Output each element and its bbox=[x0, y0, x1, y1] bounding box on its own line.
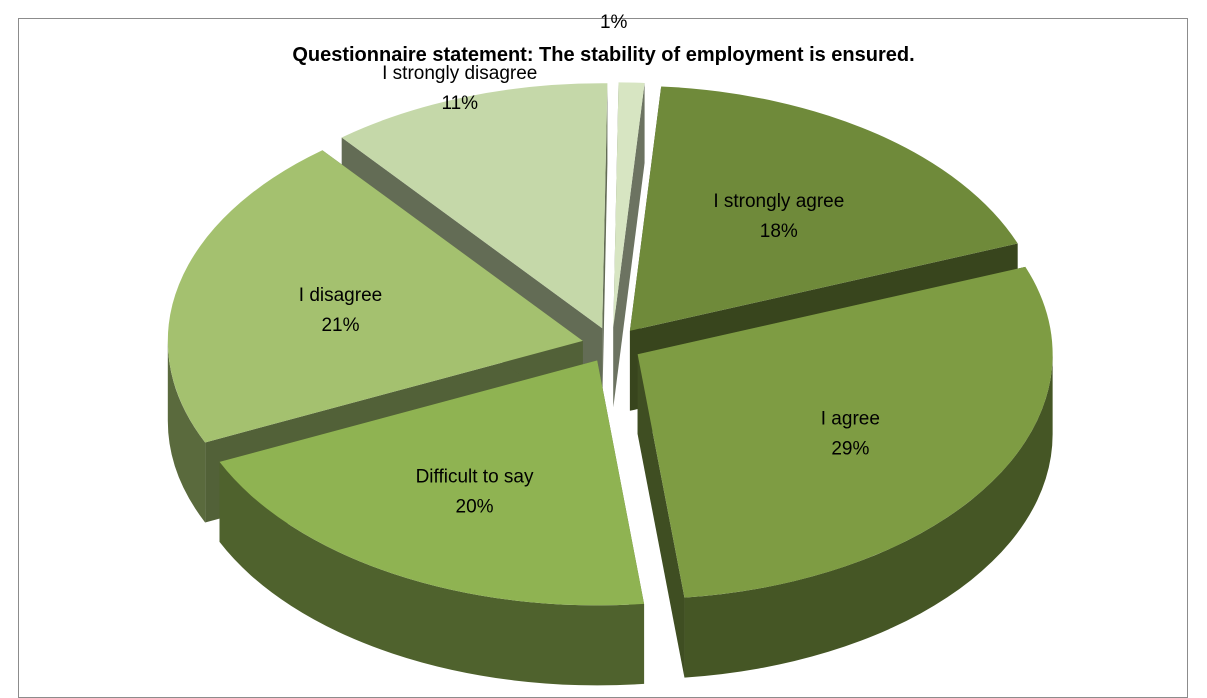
pie-slice-5 bbox=[613, 82, 645, 408]
pie-slice-1 bbox=[637, 266, 1053, 678]
slice-side bbox=[219, 461, 645, 686]
slice-value-label: 29% bbox=[831, 439, 869, 460]
slice-top bbox=[341, 83, 608, 329]
slice-top bbox=[637, 266, 1053, 598]
slice-wall bbox=[602, 83, 608, 409]
slice-value-label: 20% bbox=[456, 496, 494, 517]
slice-label: I agree bbox=[821, 409, 880, 430]
slice-label: I strongly disagree bbox=[382, 63, 537, 84]
pie-slice-2 bbox=[219, 360, 645, 686]
slice-label: no answer bbox=[570, 0, 658, 3]
slice-value-label: 18% bbox=[760, 221, 798, 242]
slice-value-label: 1% bbox=[600, 12, 628, 33]
slice-side bbox=[684, 354, 1053, 678]
slice-top bbox=[167, 150, 583, 443]
slice-wall bbox=[637, 354, 685, 678]
chart-title: Questionnaire statement: The stability o… bbox=[292, 44, 915, 66]
slice-top bbox=[613, 82, 645, 328]
slice-label: I disagree bbox=[299, 285, 382, 306]
slice-top bbox=[629, 86, 1018, 331]
slice-label: I strongly agree bbox=[713, 191, 844, 212]
slice-value-label: 21% bbox=[321, 315, 359, 336]
slice-wall bbox=[613, 83, 645, 408]
slice-side bbox=[167, 340, 206, 523]
slice-value-label: 11% bbox=[441, 93, 478, 114]
slice-top bbox=[219, 360, 645, 606]
slice-label: Difficult to say bbox=[416, 466, 534, 487]
